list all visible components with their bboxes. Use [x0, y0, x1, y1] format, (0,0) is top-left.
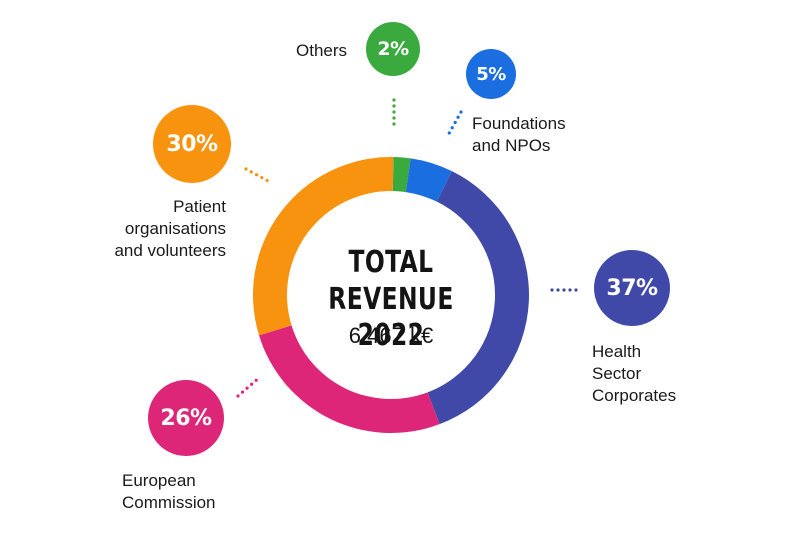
bubble-health-sector: 37% [594, 250, 670, 326]
label-european-commission: European Commission [122, 471, 216, 512]
label-health-sector: Health Sector Corporates [592, 342, 677, 405]
donut-slice-european-commission [259, 325, 440, 433]
bubble-foundations: 5% [466, 49, 516, 99]
donut-slice-others [392, 157, 411, 193]
connector-foundations [445, 110, 463, 139]
center-title-line2: REVENUE 2022 [328, 282, 454, 353]
connector-patient-organisations [244, 167, 272, 184]
bubble-european-commission: 26% [148, 380, 224, 456]
donut-slice-foundations-and-npos [405, 158, 452, 202]
center-total-value: 6 467 k€ [348, 323, 434, 348]
label-others: Others [296, 41, 348, 60]
bubble-patient-organisations: 30% [153, 105, 231, 183]
bubble-others: 2% [366, 22, 420, 76]
connector-european-commission [236, 375, 262, 398]
center-title-line1: TOTAL [348, 245, 434, 280]
donut-slice-health-sector-corporates [427, 171, 529, 425]
label-foundations: Foundations and NPOs [472, 114, 566, 155]
label-patient-organisations: Patient organisations and volunteers [114, 197, 226, 260]
donut-slice-patient-organisations-and-volunteers [253, 157, 394, 336]
